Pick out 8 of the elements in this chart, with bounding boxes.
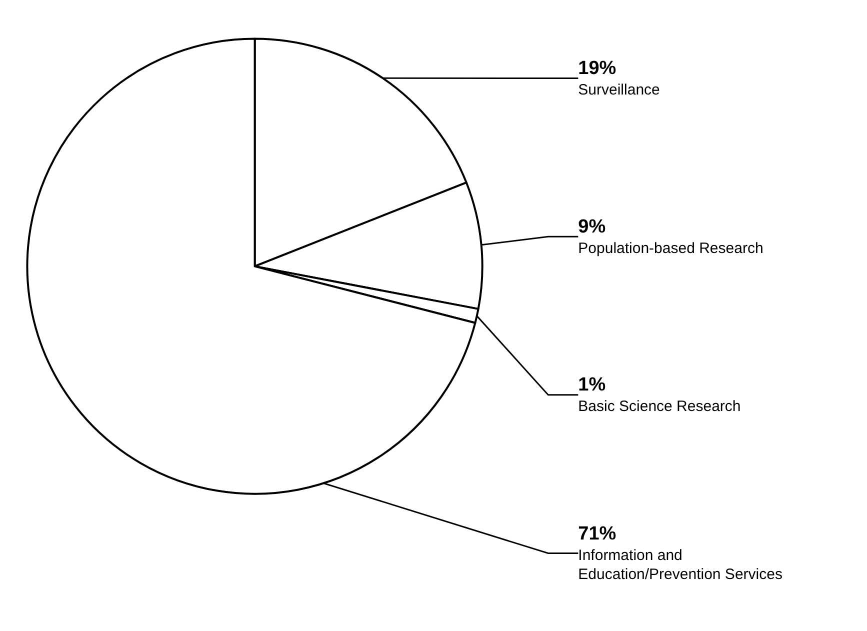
data-label: 71% xyxy=(578,524,616,544)
slice-label: Surveillance xyxy=(578,82,660,98)
data-label: 1% xyxy=(578,374,606,396)
slice-label: Population-based Research xyxy=(578,240,764,257)
slice-label: Basic Science Research xyxy=(578,398,741,416)
data-label: 19% xyxy=(578,58,616,79)
slice-label: Information and Education/Prevention Services xyxy=(578,547,782,583)
data-label: 9% xyxy=(578,216,606,238)
